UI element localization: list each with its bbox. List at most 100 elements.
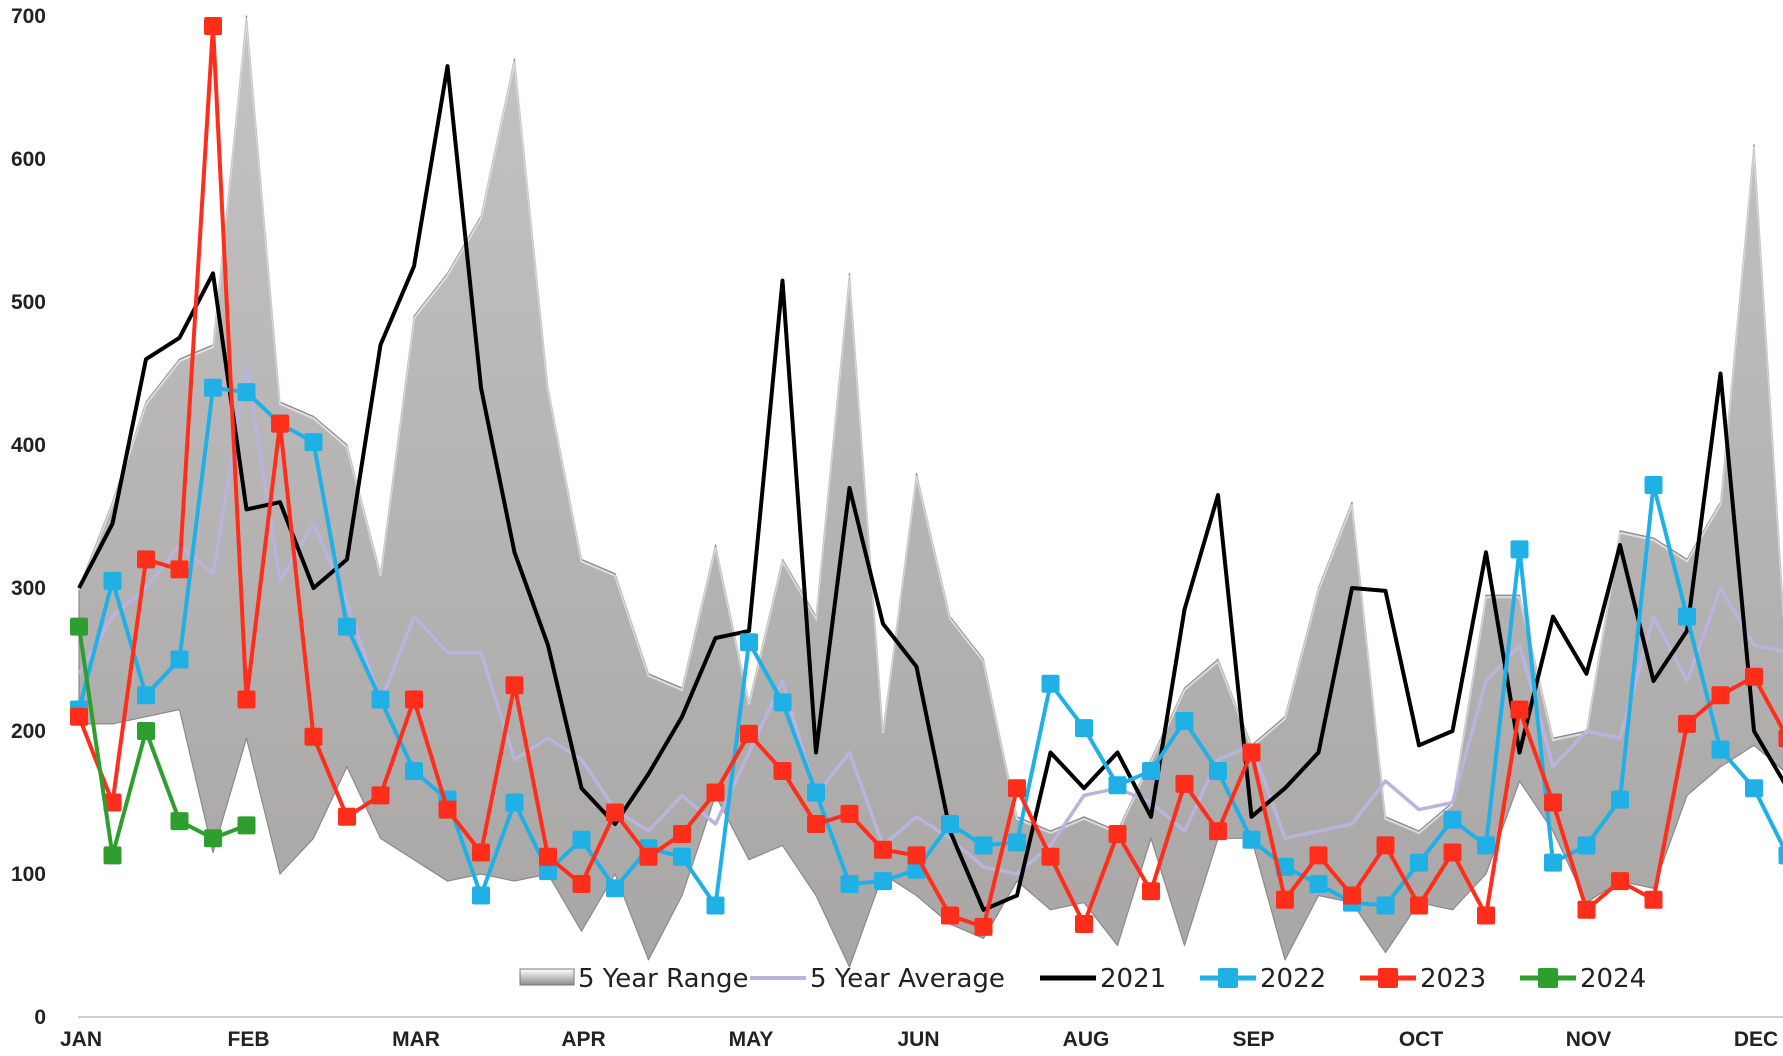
series-2022-point	[170, 650, 189, 669]
series-2022-point	[1410, 853, 1428, 872]
series-2023-point	[1041, 847, 1060, 866]
series-2021	[77, 64, 1783, 912]
series-2023-point	[840, 804, 859, 823]
series-2022-point	[1175, 712, 1194, 730]
x-tick-label: SEP	[1232, 1028, 1274, 1051]
series-2023-point	[606, 803, 624, 822]
series-2023-point	[472, 843, 490, 862]
y-tick-label: 300	[11, 577, 46, 600]
series-2022-point	[304, 433, 323, 452]
series-2024-point	[70, 617, 88, 636]
series-2023-point	[237, 690, 256, 709]
series-2023-point	[1376, 836, 1395, 855]
series-2022-point	[1510, 540, 1529, 559]
y-tick-label: 0	[34, 1006, 46, 1029]
series-2022-point	[1678, 607, 1696, 626]
series-2023-point	[271, 414, 289, 433]
series-2023-point	[204, 17, 222, 35]
legend-swatch-5-year-range	[519, 968, 575, 986]
series-2022-point	[1577, 836, 1596, 855]
series-2022-point	[1443, 810, 1462, 829]
y-tick-label: 500	[11, 291, 46, 314]
series-2022-point	[840, 875, 859, 893]
y-tick-label: 600	[11, 148, 46, 171]
series-2022-point	[1745, 779, 1763, 798]
series-2022-point	[237, 383, 256, 402]
series-2023-point	[103, 793, 122, 812]
x-tick-label: APR	[561, 1028, 605, 1051]
series-2022-point	[1611, 790, 1629, 809]
series-2022-point	[1242, 830, 1261, 849]
series-2024-point	[103, 846, 122, 865]
series-2022-point	[1376, 896, 1395, 915]
series-2023-point	[539, 847, 557, 866]
series-2022-point	[505, 793, 524, 812]
legend-label-5-year-average: 5 Year Average	[810, 964, 1005, 994]
series-2023-point	[1711, 686, 1730, 705]
series-2022-point	[371, 690, 390, 709]
series-2023-point	[740, 724, 758, 743]
x-tick-label: JAN	[60, 1028, 102, 1051]
legend-marker-2022	[1218, 968, 1238, 988]
legend-label-2021: 2021	[1100, 964, 1166, 994]
series-5-year-average-line	[77, 364, 1783, 876]
series-2023-point	[1510, 700, 1529, 719]
series-2023-point	[1644, 890, 1663, 909]
series-2022-point	[606, 879, 624, 898]
series-2023-point	[1075, 915, 1093, 933]
series-2023-point	[1276, 890, 1294, 909]
series-2023-point	[639, 847, 658, 866]
series-2022-point	[1778, 846, 1783, 865]
series-2023-point	[572, 875, 591, 893]
series-2022-point	[1209, 762, 1227, 780]
series-2023-point	[1443, 843, 1462, 862]
series-2022-point	[706, 896, 725, 915]
series-2022-point	[807, 783, 825, 802]
series-2022-point	[103, 571, 122, 590]
series-2024	[70, 617, 256, 865]
series-2023-point	[1778, 729, 1783, 748]
series-2023-point	[673, 825, 691, 843]
x-tick-label: FEB	[228, 1028, 270, 1051]
series-2022-point	[405, 762, 423, 780]
series-2023-point	[706, 783, 725, 802]
y-tick-label: 100	[11, 863, 46, 886]
series-2023-point	[405, 690, 423, 709]
series-2022-line	[77, 385, 1783, 908]
series-2023-point	[1611, 872, 1629, 891]
series-2023-point	[1343, 886, 1361, 905]
series-2022-point	[472, 886, 490, 905]
series-2023-point	[338, 807, 356, 826]
y-tick-label: 200	[11, 720, 46, 743]
series-2022	[70, 378, 1783, 915]
series-5-year-average	[77, 364, 1783, 876]
series-2022-point	[941, 815, 959, 833]
series-2023-point	[1477, 906, 1495, 925]
series-2022-point	[1544, 853, 1562, 872]
series-2023-point	[974, 917, 993, 936]
series-2023-point	[304, 727, 323, 746]
series-2022-point	[539, 862, 557, 881]
series-2023-point	[874, 840, 892, 859]
plot-area	[70, 15, 1783, 968]
series-2023-point	[137, 550, 155, 569]
series-2022-point	[1075, 719, 1093, 738]
y-tick-label: 400	[11, 434, 46, 457]
series-2023-point	[1209, 822, 1227, 841]
series-2022-point	[1309, 875, 1328, 893]
x-axis: JAN FEB MAR APR MAY JUN AUG SEP OCT NOV DEC	[60, 1028, 1778, 1051]
y-tick-label: 700	[11, 5, 46, 28]
series-2023-point	[1678, 714, 1696, 733]
series-2022-point	[740, 633, 758, 652]
range-band-highlight	[78, 17, 1783, 835]
series-2022-point	[874, 872, 892, 891]
series-2023-point	[1577, 900, 1596, 919]
series-2024-point	[204, 829, 222, 848]
x-tick-label: AUG	[1063, 1028, 1110, 1051]
legend-label-2024: 2024	[1580, 964, 1646, 994]
x-tick-label: MAY	[729, 1028, 774, 1051]
series-2023-point	[1008, 779, 1026, 798]
x-tick-label: MAR	[392, 1028, 440, 1051]
series-2022-point	[137, 686, 155, 705]
